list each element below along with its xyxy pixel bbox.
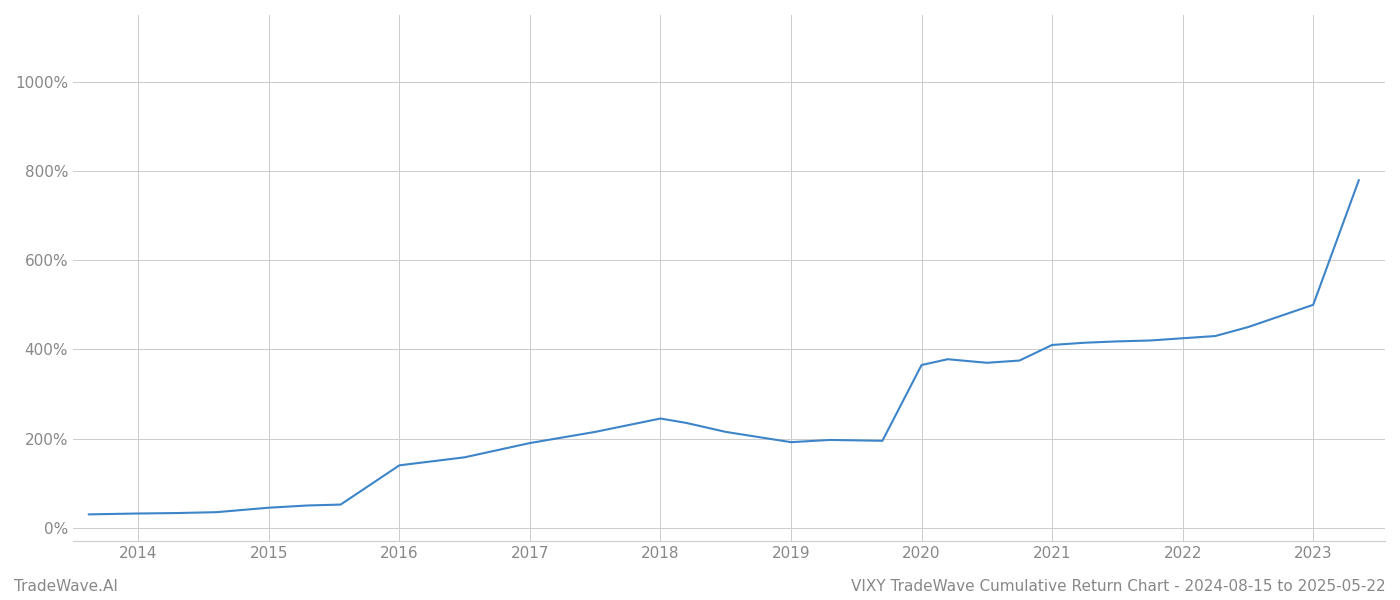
Text: TradeWave.AI: TradeWave.AI bbox=[14, 579, 118, 594]
Text: VIXY TradeWave Cumulative Return Chart - 2024-08-15 to 2025-05-22: VIXY TradeWave Cumulative Return Chart -… bbox=[851, 579, 1386, 594]
